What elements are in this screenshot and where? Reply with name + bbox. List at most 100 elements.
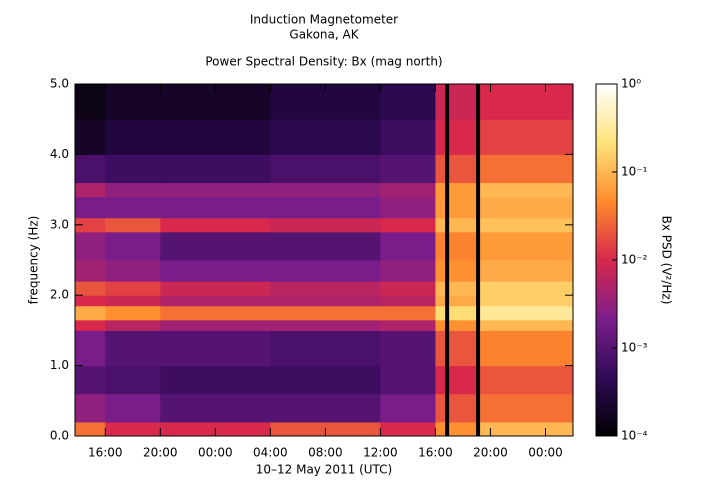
heatmap-cell	[105, 84, 161, 120]
heatmap-cell	[435, 319, 478, 331]
heatmap-cell	[476, 305, 574, 321]
heatmap-cell	[380, 421, 436, 437]
heatmap-cell	[435, 393, 478, 423]
heatmap-cell	[160, 330, 271, 367]
heatmap-cell	[435, 305, 478, 321]
heatmap-cell	[105, 260, 161, 282]
heatmap-cell	[476, 281, 574, 296]
heatmap-cell	[380, 217, 436, 233]
heatmap-cell	[270, 305, 381, 321]
heatmap-cell	[75, 305, 106, 321]
heatmap-cell	[270, 196, 381, 219]
heatmap-cell	[160, 182, 271, 198]
heatmap-cell	[476, 119, 574, 155]
heatmap-cell	[105, 154, 161, 184]
heatmap-cell	[75, 217, 106, 233]
heatmap-cell	[435, 119, 478, 155]
chart-subtitle: Gakona, AK	[289, 28, 359, 42]
heatmap-cell	[476, 330, 574, 367]
heatmap-cell	[380, 119, 436, 155]
heatmap-cell	[75, 84, 106, 120]
y-tick-label: 4.0	[50, 147, 69, 161]
heatmap-cell	[75, 330, 106, 367]
heatmap-cell	[380, 231, 436, 261]
x-tick-label: 16:00	[88, 446, 123, 460]
heatmap-cell	[75, 393, 106, 423]
heatmap-cell	[160, 393, 271, 423]
heatmap-cell	[75, 365, 106, 395]
heatmap-cell	[75, 231, 106, 261]
heatmap-cell	[270, 217, 381, 233]
heatmap-cell	[476, 319, 574, 331]
heatmap-cell	[435, 365, 478, 395]
heatmap-cell	[380, 365, 436, 395]
colorbar-tick-label: 10⁰	[621, 77, 641, 91]
heatmap-cell	[75, 295, 106, 307]
heatmap-cell	[435, 217, 478, 233]
heatmap-cell	[160, 217, 271, 233]
heatmap-cell	[380, 319, 436, 331]
heatmap-cell	[270, 260, 381, 282]
heatmap-cell	[380, 330, 436, 367]
x-tick-label: 20:00	[473, 446, 508, 460]
heatmap-cell	[380, 196, 436, 219]
heatmap-cell	[160, 154, 271, 184]
heatmap-cell	[270, 330, 381, 367]
heatmap-cell	[105, 393, 161, 423]
heatmap-cell	[435, 281, 478, 296]
colorbar-tick-label: 10⁻¹	[621, 165, 648, 179]
heatmap-cell	[476, 393, 574, 423]
x-tick-label: 20:00	[143, 446, 178, 460]
plot-title: Power Spectral Density: Bx (mag north)	[205, 55, 442, 69]
heatmap-cell	[380, 295, 436, 307]
heatmap-cell	[380, 393, 436, 423]
heatmap-cell	[270, 182, 381, 198]
heatmap-cell	[380, 305, 436, 321]
y-axis-label: frequency (Hz)	[27, 216, 41, 305]
heatmap-cell	[435, 182, 478, 198]
heatmap-cell	[75, 196, 106, 219]
y-tick-label: 3.0	[50, 217, 69, 231]
heatmap-cell	[476, 154, 574, 184]
heatmap-cell	[476, 365, 574, 395]
x-tick-label: 00:00	[198, 446, 233, 460]
heatmap-cell	[160, 119, 271, 155]
y-tick-label: 1.0	[50, 358, 69, 372]
x-tick-label: 04:00	[253, 446, 288, 460]
heatmap-cell	[75, 154, 106, 184]
heatmap-cell	[75, 182, 106, 198]
heatmap-cell	[270, 154, 381, 184]
heatmap-cell	[105, 421, 161, 437]
y-tick-label: 2.0	[50, 288, 69, 302]
heatmap-cell	[105, 217, 161, 233]
heatmap-cell	[75, 281, 106, 296]
heatmap-cell	[105, 182, 161, 198]
heatmap-cell	[105, 330, 161, 367]
heatmap-cell	[476, 84, 574, 120]
y-tick-label: 0.0	[50, 429, 69, 443]
heatmap-cell	[105, 196, 161, 219]
heatmap-cell	[105, 231, 161, 261]
heatmap-cell	[160, 281, 271, 296]
heatmap-cell	[160, 305, 271, 321]
plot-frame	[74, 83, 574, 437]
x-tick-label: 12:00	[363, 446, 398, 460]
heatmap-cell	[105, 365, 161, 395]
heatmap-cell	[435, 196, 478, 219]
colorbar-tick-label: 10⁻³	[621, 341, 648, 355]
heatmap-cell	[380, 84, 436, 120]
heatmap-cell	[160, 196, 271, 219]
heatmap-cell	[160, 319, 271, 331]
heatmap-cell	[105, 295, 161, 307]
heatmap-cell	[160, 231, 271, 261]
heatmap-cell	[105, 119, 161, 155]
heatmap-cell	[270, 295, 381, 307]
heatmap-cell	[435, 260, 478, 282]
x-tick-label: 16:00	[418, 446, 453, 460]
heatmap-cell	[435, 231, 478, 261]
heatmap-cell	[476, 295, 574, 307]
heatmap-cell	[75, 260, 106, 282]
heatmap-cell	[380, 260, 436, 282]
heatmap-cell	[160, 365, 271, 395]
y-tick-label: 5.0	[50, 77, 69, 91]
